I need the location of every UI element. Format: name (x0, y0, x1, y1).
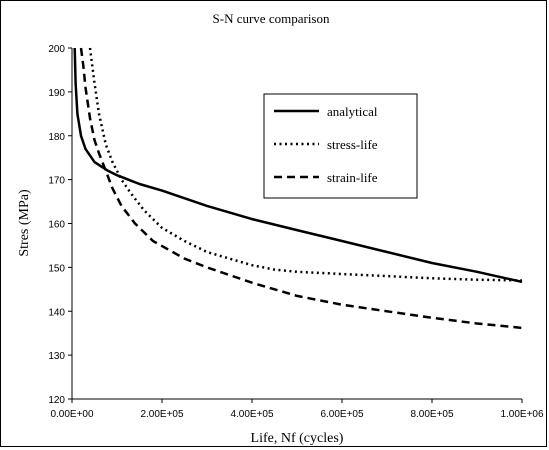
y-tick-label: 120 (48, 395, 65, 406)
x-tick-label: 1.00E+06 (500, 409, 544, 420)
x-tick-label: 2.00E+05 (140, 409, 184, 420)
series-line-stress-life (88, 47, 523, 282)
x-tick-label: 4.00E+05 (230, 409, 274, 420)
plot-area: 120 130 140 150 160 170 180 190 200 0.00E+00 2.00… (48, 44, 544, 420)
legend-label: analytical (327, 104, 378, 119)
chart-title: S-N curve comparison (213, 11, 330, 26)
y-tick-label: 150 (48, 263, 65, 274)
series-group (73, 47, 523, 330)
y-tick-label: 170 (48, 176, 65, 187)
x-tick-label: 0.00E+00 (50, 409, 94, 420)
y-tick-label: 140 (48, 307, 65, 318)
series-line-analytical (73, 47, 523, 284)
legend-items: analytical stress-life strain-life (274, 104, 378, 185)
legend-label: strain-life (327, 170, 378, 185)
y-tick-label: 160 (48, 220, 65, 231)
series-line-strain-life (79, 47, 523, 330)
y-axis-label: Stres (MPa) (17, 189, 32, 257)
y-tick-label: 190 (48, 88, 65, 99)
x-axis-label: Life, Nf (cycles) (251, 431, 344, 446)
x-tick-label: 8.00E+05 (410, 409, 454, 420)
y-tick-label: 130 (48, 351, 65, 362)
y-axis-ticks: 120 130 140 150 160 170 180 190 200 (48, 44, 72, 406)
legend-label: stress-life (327, 137, 378, 152)
y-tick-label: 180 (48, 132, 65, 143)
x-tick-label: 6.00E+05 (320, 409, 364, 420)
y-tick-label: 200 (48, 44, 65, 55)
x-axis-ticks: 0.00E+00 2.00E+05 4.00E+05 6.00E+05 8.00E+05… (50, 399, 544, 420)
legend: analytical stress-life strain-life (263, 93, 418, 199)
